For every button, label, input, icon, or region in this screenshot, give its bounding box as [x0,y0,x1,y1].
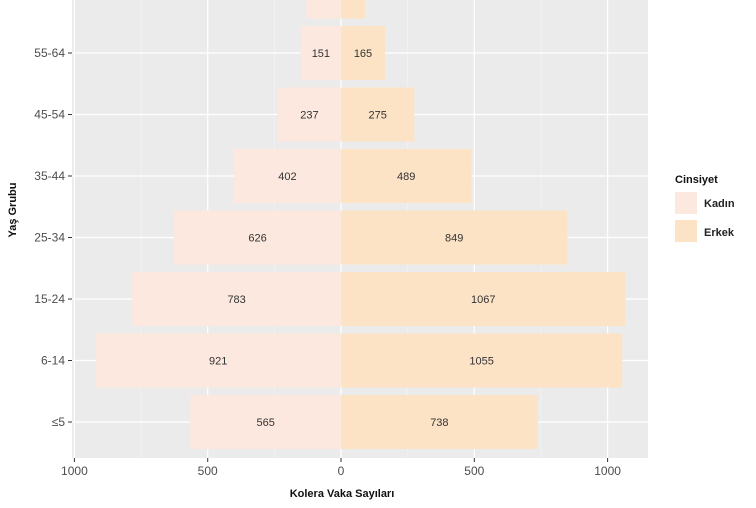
y-tick-label: 55-64 [34,46,65,60]
x-axis-title: Kolera Vaka Sayıları [290,488,395,500]
x-axis: 1000 500 0 500 1000 [61,458,621,478]
legend: Cinsiyet Kadın Erkek [675,174,735,242]
bar-erkek [341,333,623,388]
y-tick-label: 25-34 [34,231,65,245]
bar-label-kadin: 402 [278,171,296,183]
bar-erkek [341,87,415,142]
bar-label-erkek: 1067 [471,294,495,306]
bar-label-kadin: 237 [300,110,318,122]
bar-erkek [341,395,538,449]
x-tick-label: 0 [338,464,345,478]
legend-label-erkek: Erkek [704,227,735,239]
legend-title: Cinsiyet [675,174,718,186]
legend-label-kadin: Kadın [704,198,735,210]
bar-label-kadin: 783 [227,294,245,306]
bar-kadin [95,333,342,388]
bar-erkek [341,149,472,203]
bar-label-erkek: 165 [354,48,372,60]
y-tick-label: ≤5 [52,415,66,429]
y-tick-label: 35-44 [34,169,65,183]
y-axis-title: Yaş Grubu [7,182,19,237]
y-tick-label: 45-54 [34,108,65,122]
bar-label-erkek: 275 [368,110,386,122]
bar-erkek [341,26,385,80]
bars [95,0,626,449]
bar-kadin [174,210,341,265]
bar-kadin [306,0,341,19]
bar-label-kadin: 565 [257,417,275,429]
bar-labels: 565 738 921 1055 783 1067 626 849 402 489 237 275 15… [209,48,495,429]
y-tick-label: 6-14 [41,354,65,368]
bar-label-kadin: 626 [248,233,266,245]
bar-kadin [190,395,341,449]
legend-swatch-erkek [675,220,697,242]
y-tick-label: 15-24 [34,292,65,306]
y-axis: ≤5 6-14 15-24 25-34 35-44 45-54 55-64 [34,46,72,429]
bar-kadin [233,149,341,203]
bar-label-kadin: 921 [209,356,227,368]
bar-kadin [132,272,341,326]
x-tick-label: 500 [198,464,218,478]
bar-label-erkek: 738 [430,417,448,429]
bar-label-erkek: 489 [397,171,415,183]
x-tick-label: 500 [464,464,484,478]
bar-kadin [277,87,341,142]
x-tick-label: 1000 [594,464,621,478]
bar-label-kadin: 151 [312,48,330,60]
bar-label-erkek: 1055 [469,356,493,368]
bar-erkek [341,0,365,19]
x-tick-label: 1000 [61,464,88,478]
bar-label-erkek: 849 [445,233,463,245]
legend-swatch-kadin [675,192,697,214]
bar-erkek [341,210,568,265]
bar-kadin [300,26,341,80]
bar-erkek [341,272,626,326]
